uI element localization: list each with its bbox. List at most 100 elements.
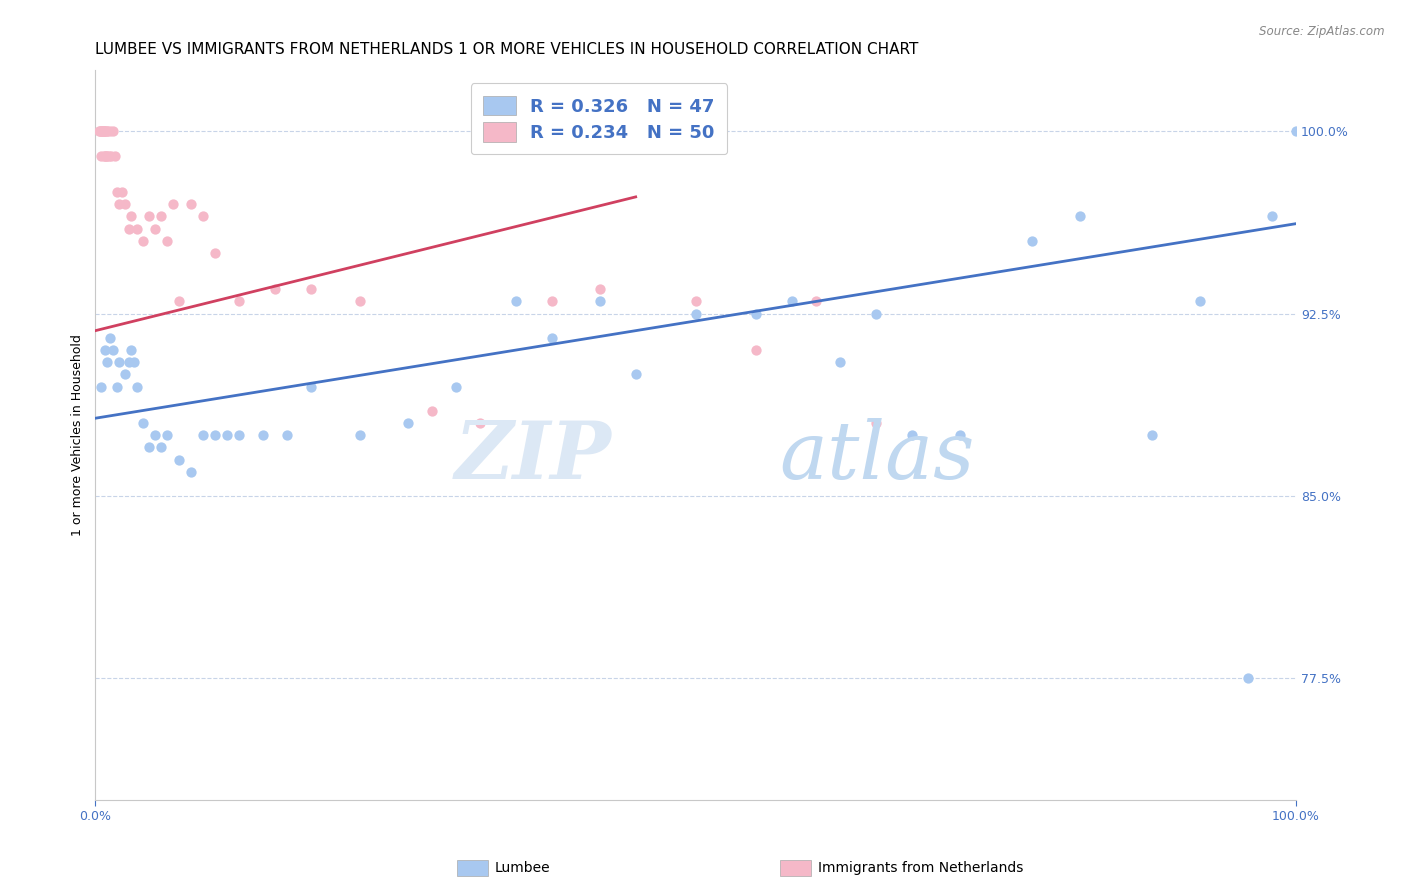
Point <box>105 185 128 199</box>
Text: LUMBEE VS IMMIGRANTS FROM NETHERLANDS 1 OR MORE VEHICLES IN HOUSEHOLD CORRELATIO: LUMBEE VS IMMIGRANTS FROM NETHERLANDS 1 … <box>96 42 918 57</box>
Point <box>156 428 179 442</box>
Point <box>120 210 142 224</box>
Point <box>301 379 323 393</box>
Point <box>138 441 160 455</box>
Point <box>396 416 419 430</box>
Point <box>105 379 128 393</box>
Point <box>540 331 562 345</box>
Point <box>87 124 110 138</box>
Point <box>96 124 118 138</box>
Point <box>745 343 768 358</box>
Point <box>217 428 239 442</box>
Point <box>91 124 114 138</box>
Point <box>122 355 145 369</box>
Point <box>90 379 112 393</box>
Point <box>1285 124 1308 138</box>
Point <box>132 234 155 248</box>
Point <box>120 343 142 358</box>
Point <box>108 355 131 369</box>
Point <box>118 355 141 369</box>
Point <box>540 294 562 309</box>
Point <box>276 428 298 442</box>
Point <box>228 428 250 442</box>
Point <box>505 294 527 309</box>
Point <box>94 124 117 138</box>
Text: Immigrants from Netherlands: Immigrants from Netherlands <box>818 861 1024 875</box>
Point <box>94 343 117 358</box>
Point <box>114 368 136 382</box>
Point <box>98 331 121 345</box>
Point <box>162 197 184 211</box>
Point <box>204 245 226 260</box>
Point <box>127 221 149 235</box>
Point <box>127 379 149 393</box>
Point <box>90 124 112 138</box>
Point <box>901 428 924 442</box>
Point <box>103 124 125 138</box>
Point <box>685 307 707 321</box>
Point <box>150 441 173 455</box>
Point <box>865 307 887 321</box>
Point <box>193 428 215 442</box>
Point <box>94 148 117 162</box>
Y-axis label: 1 or more Vehicles in Household: 1 or more Vehicles in Household <box>72 334 84 536</box>
Point <box>114 197 136 211</box>
Point <box>588 294 610 309</box>
Text: atlas: atlas <box>780 418 976 496</box>
Point <box>138 210 160 224</box>
Point <box>301 282 323 296</box>
Point <box>96 148 118 162</box>
Point <box>1189 294 1212 309</box>
Point <box>90 124 112 138</box>
Point <box>1069 210 1091 224</box>
Point <box>228 294 250 309</box>
Point <box>93 124 115 138</box>
Point <box>150 210 173 224</box>
Point <box>193 210 215 224</box>
Point <box>949 428 972 442</box>
Point <box>1140 428 1163 442</box>
Point <box>89 124 111 138</box>
Point <box>180 465 202 479</box>
Point <box>91 124 114 138</box>
Point <box>96 355 118 369</box>
Point <box>100 148 122 162</box>
Point <box>156 234 179 248</box>
Point <box>108 197 131 211</box>
Point <box>780 294 803 309</box>
Point <box>103 343 125 358</box>
Point <box>98 124 121 138</box>
Point <box>468 416 491 430</box>
Point <box>1237 672 1260 686</box>
Point <box>118 221 141 235</box>
Point <box>349 428 371 442</box>
Point <box>180 197 202 211</box>
Point <box>252 428 274 442</box>
Point <box>828 355 851 369</box>
Point <box>111 185 134 199</box>
Point <box>804 294 827 309</box>
Point <box>1261 210 1284 224</box>
Point <box>264 282 287 296</box>
Legend: R = 0.326   N = 47, R = 0.234   N = 50: R = 0.326 N = 47, R = 0.234 N = 50 <box>471 83 727 154</box>
Point <box>349 294 371 309</box>
Point <box>1021 234 1043 248</box>
Point <box>145 428 167 442</box>
Text: Source: ZipAtlas.com: Source: ZipAtlas.com <box>1260 25 1385 38</box>
Point <box>444 379 467 393</box>
Point <box>865 416 887 430</box>
Point <box>132 416 155 430</box>
Point <box>685 294 707 309</box>
Point <box>745 307 768 321</box>
Point <box>93 124 115 138</box>
Point <box>204 428 226 442</box>
Text: ZIP: ZIP <box>454 418 612 496</box>
Point <box>145 221 167 235</box>
Point <box>169 452 191 467</box>
Point <box>169 294 191 309</box>
Point <box>90 148 112 162</box>
Point <box>420 404 443 418</box>
Text: Lumbee: Lumbee <box>495 861 551 875</box>
Point <box>103 148 125 162</box>
Point <box>97 148 120 162</box>
